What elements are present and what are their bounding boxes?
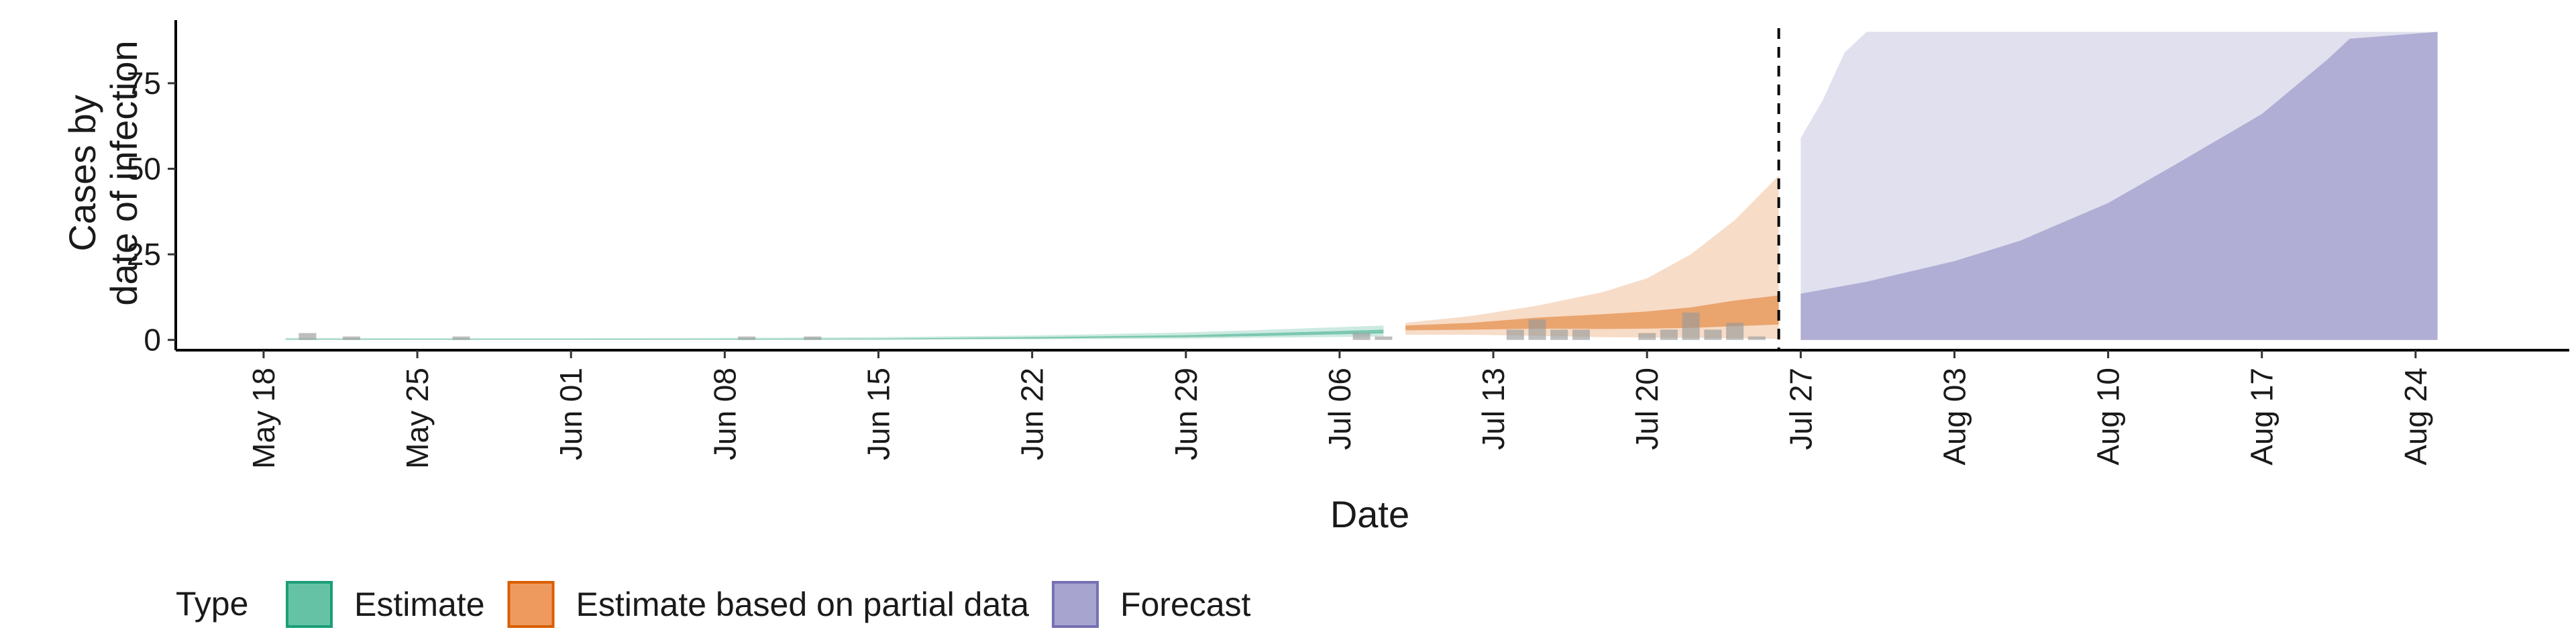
x-tick-label: Aug 10	[2091, 368, 2126, 466]
observed-cases-bar	[1375, 336, 1393, 340]
observed-cases-bar	[1748, 336, 1766, 340]
x-tick-label: Jun 29	[1169, 368, 1203, 460]
x-tick-label: Aug 17	[2245, 368, 2279, 466]
legend-label-forecast: Forecast	[1120, 586, 1251, 623]
estimate-outer-band	[285, 325, 1384, 340]
legend: Type Estimate Estimate based on partial d…	[176, 581, 1251, 628]
forecast-outer-band	[1801, 32, 2438, 340]
observed-cases-bar	[299, 333, 317, 340]
x-tick-label: Jul 27	[1783, 368, 1818, 450]
y-tick-label: 25	[127, 237, 161, 272]
x-tick-label: May 25	[400, 368, 435, 469]
y-axis-title: Cases by date of infection	[61, 40, 145, 305]
observed-cases-bar	[1660, 329, 1678, 340]
legend-key-forecast	[1051, 581, 1099, 628]
x-tick-label: May 18	[246, 368, 281, 469]
x-tick-label: Jun 01	[553, 368, 588, 460]
observed-cases-bar	[342, 336, 360, 340]
x-axis-title: Date	[1330, 493, 1409, 535]
observed-cases-bar	[1528, 319, 1546, 340]
observed-cases-bar	[1506, 329, 1524, 340]
legend-title: Type	[176, 585, 248, 623]
x-tick-label: Jun 08	[707, 368, 742, 460]
observed-cases-bar	[738, 336, 756, 340]
x-tick-label: Jun 15	[861, 368, 896, 460]
y-tick-label: 75	[127, 66, 161, 101]
estimate-inner-band	[285, 329, 1384, 340]
x-tick-label: Jul 20	[1629, 368, 1664, 450]
observed-cases-bar	[1704, 329, 1722, 340]
observed-cases-bar	[1638, 333, 1656, 340]
legend-key-estimate-based-on-partial-data	[507, 581, 555, 628]
x-tick-label: Jul 13	[1476, 368, 1511, 450]
observed-cases-bar	[452, 336, 470, 340]
legend-label-estimate: Estimate	[354, 586, 485, 623]
legend-key-estimate	[286, 581, 333, 628]
x-tick-label: Aug 24	[2398, 368, 2433, 466]
y-tick-label: 0	[144, 323, 161, 358]
observed-cases-bar	[804, 336, 822, 340]
y-axis-title-line-2: date of infection	[103, 40, 145, 305]
y-tick-label: 50	[127, 152, 161, 186]
observed-cases-bar	[1726, 323, 1744, 340]
plot-panel	[285, 28, 2438, 350]
x-tick-label: Jul 06	[1322, 368, 1357, 450]
x-tick-label: Aug 03	[1937, 368, 1972, 466]
y-axis-title-line-1: Cases by	[61, 95, 103, 251]
axes: 0 25 50 75 May 18 May 25 Jun 01 Jun 08 Jun 15 Jun…	[127, 20, 2569, 469]
legend-label-estimate-based-on-partial-data: Estimate based on partial data	[576, 586, 1030, 623]
estimate-based-on-partial-data-outer-band	[1405, 175, 1779, 339]
observed-cases-bar	[1682, 312, 1700, 340]
observed-cases-bar	[1352, 333, 1371, 340]
observed-cases-bar	[1572, 329, 1590, 340]
observed-cases-bar	[1550, 329, 1568, 340]
x-tick-label: Jun 22	[1015, 368, 1050, 460]
forecast-inner-band	[1801, 32, 2438, 340]
